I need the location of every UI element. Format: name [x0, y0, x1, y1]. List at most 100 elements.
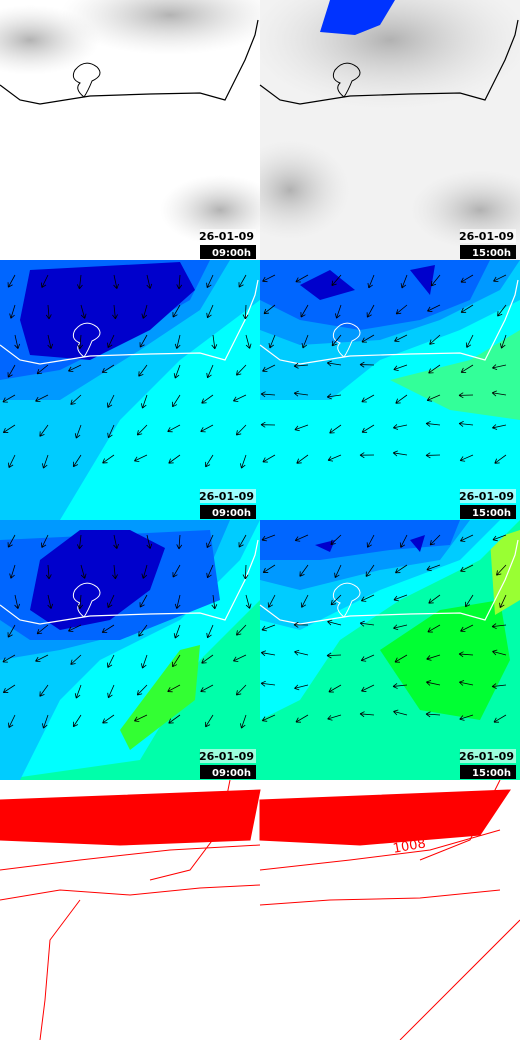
wind-arrow	[425, 711, 441, 718]
wind-arrow	[77, 594, 84, 610]
wind-arrow	[268, 334, 276, 349]
date-box	[200, 489, 256, 503]
panel-date: 26-01-09	[459, 490, 514, 503]
wind-arrow	[491, 683, 507, 689]
wind-arrow	[167, 684, 181, 693]
wind-arrow	[326, 652, 342, 659]
wind-arrow	[261, 714, 276, 722]
wind-arrow	[9, 304, 16, 319]
wind-arrow	[72, 454, 82, 468]
wind-arrow	[361, 684, 375, 692]
wind-arrow	[106, 394, 115, 408]
wind-arrow	[326, 360, 342, 367]
time-box	[460, 245, 516, 259]
island	[332, 322, 361, 358]
wind-arrow	[492, 364, 507, 370]
wind-arrow	[235, 424, 247, 436]
wind-arrow	[262, 454, 276, 463]
wind-arrow	[425, 420, 441, 427]
wind-arrow	[429, 534, 441, 546]
wind-arrow	[427, 624, 441, 633]
wind-arrow	[394, 334, 408, 343]
wind-arrow	[239, 714, 247, 729]
coastline	[0, 539, 259, 625]
panel-time: 15:00h	[472, 508, 511, 519]
coastline	[259, 279, 519, 365]
wind-panel	[0, 520, 260, 780]
wind-arrow	[293, 621, 309, 628]
wind-arrow	[465, 334, 474, 348]
island	[332, 582, 361, 618]
wind-arrow	[245, 334, 252, 349]
wind-arrow	[134, 714, 148, 722]
wind-arrow	[136, 424, 148, 436]
island	[72, 322, 101, 358]
wind-arrow	[200, 684, 214, 693]
wind-arrow	[80, 564, 87, 579]
wind-arrow	[493, 274, 507, 282]
wind-arrow	[7, 624, 16, 638]
wind-arrow	[74, 684, 82, 699]
wind-arrow	[425, 452, 441, 459]
wind-arrow	[72, 714, 82, 728]
wind-arrow	[299, 564, 309, 577]
wind-arrow	[141, 564, 148, 579]
wind-arrow	[41, 714, 49, 729]
wind-arrow	[134, 454, 148, 462]
wind-arrow	[460, 304, 474, 313]
wind-arrow	[176, 534, 183, 550]
contour-label: 1008	[392, 836, 427, 857]
wind-arrow	[35, 394, 49, 403]
wind-arrow	[206, 624, 214, 639]
wind-arrow	[330, 594, 342, 606]
wind-arrow	[36, 364, 49, 375]
wind-arrow	[392, 683, 408, 689]
wind-arrow	[235, 684, 247, 696]
wind-arrow	[41, 454, 49, 469]
time-box	[460, 505, 516, 519]
panel-time: 09:00h	[212, 248, 251, 259]
wind-arrow	[2, 424, 16, 434]
wind-arrow	[236, 624, 247, 636]
wind-arrow	[459, 680, 474, 686]
wind-arrow	[361, 424, 375, 433]
wind-arrow	[238, 534, 247, 548]
wind-arrow	[296, 454, 309, 464]
wind-arrow	[326, 393, 342, 400]
wind-arrow	[41, 534, 49, 548]
wind-arrow	[47, 594, 54, 609]
wind-arrow	[39, 684, 49, 697]
wind-arrow	[294, 424, 309, 432]
wind-arrow	[465, 594, 474, 608]
wind-arrow	[459, 454, 474, 462]
wind-arrow	[428, 594, 441, 604]
date-box	[460, 229, 516, 243]
island	[72, 582, 101, 618]
wind-arrow	[331, 274, 342, 286]
wind-arrow	[112, 564, 118, 580]
wind-arrow	[327, 454, 342, 462]
coastline	[259, 19, 519, 105]
wind-arrow	[174, 594, 181, 609]
wind-arrow	[393, 709, 408, 716]
wind-arrow	[361, 394, 375, 403]
wind-arrow	[35, 654, 49, 663]
wind-arrow	[393, 624, 408, 631]
wind-arrow	[427, 304, 441, 312]
wind-arrow	[499, 334, 507, 349]
wind-arrow	[107, 594, 115, 609]
wind-arrow	[113, 534, 119, 549]
wind-arrow	[9, 564, 16, 579]
wind-arrow	[102, 714, 115, 724]
wind-arrow	[76, 534, 83, 550]
wind-arrow	[493, 714, 507, 723]
wind-arrow	[426, 680, 441, 686]
wind-arrow	[263, 304, 276, 315]
wind-arrow	[399, 534, 408, 548]
wind-arrow	[428, 364, 441, 374]
wind-arrow	[394, 654, 408, 663]
wind-arrow	[106, 654, 115, 668]
wind-arrow	[173, 364, 181, 379]
wind-arrow	[395, 304, 408, 315]
wind-arrow	[77, 334, 84, 350]
